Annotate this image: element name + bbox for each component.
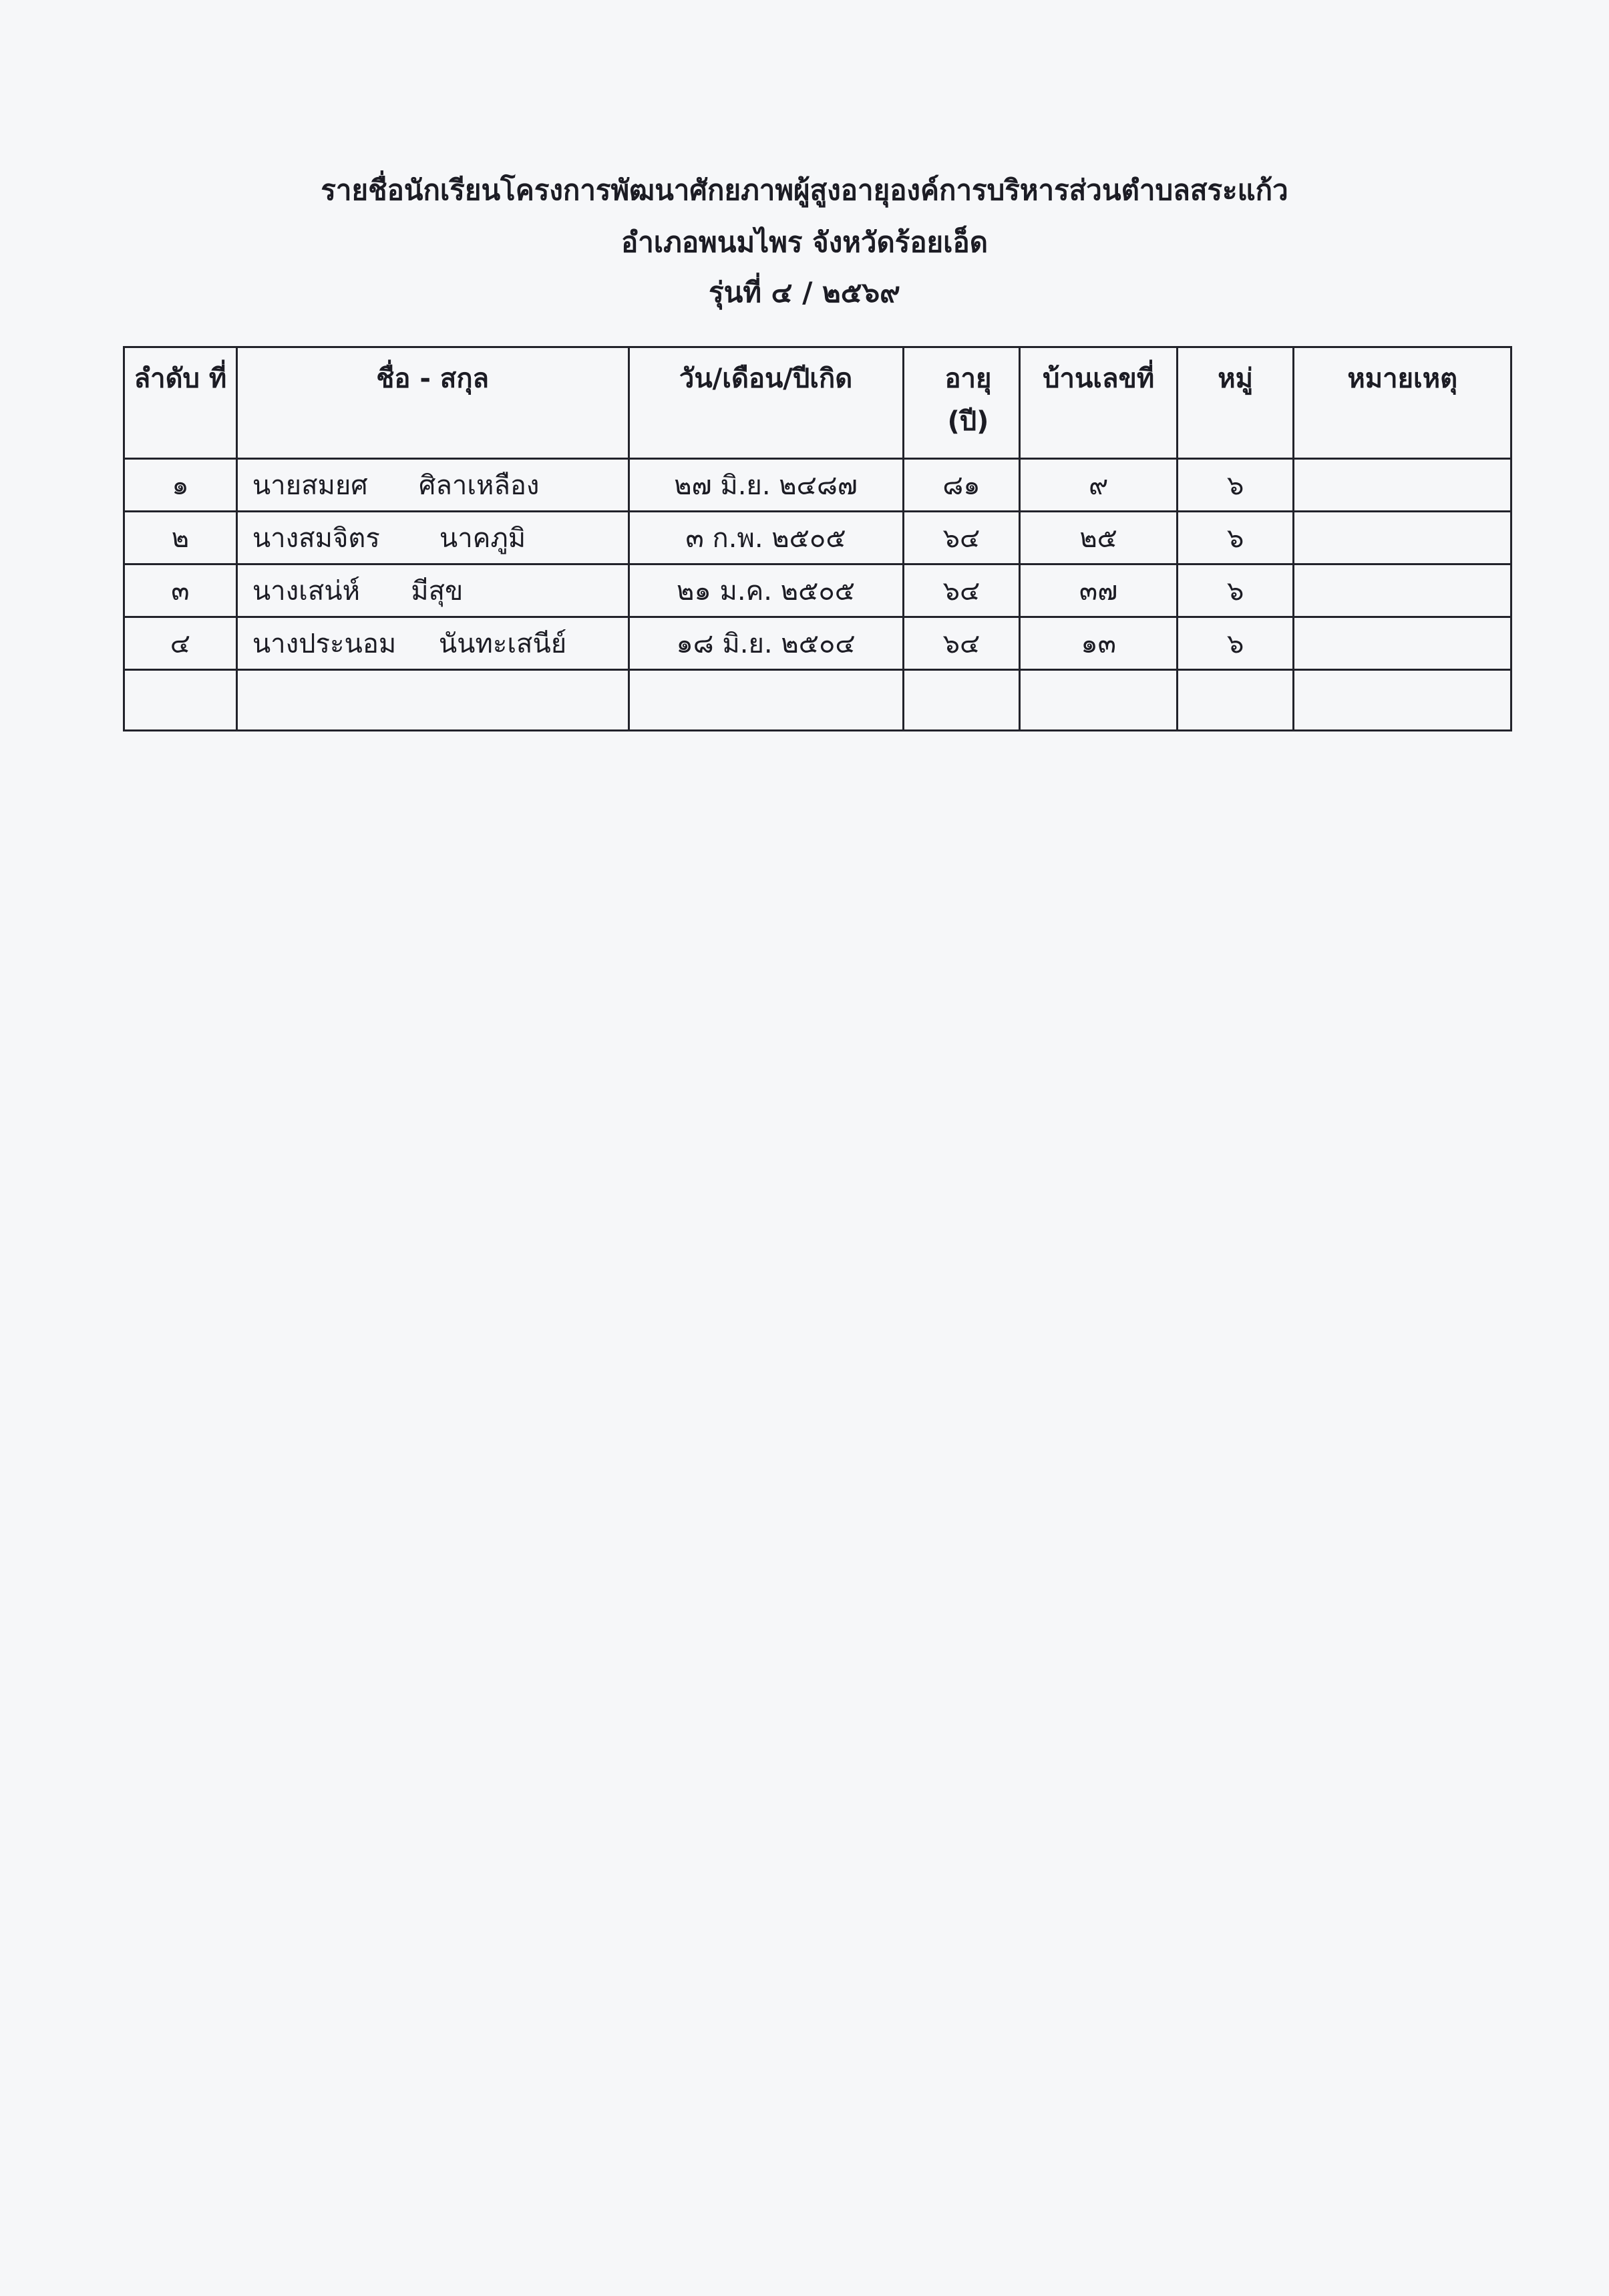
empty-table-row (123, 669, 1512, 731)
cell-note (1292, 510, 1512, 565)
header-house-no: บ้านเลขที่ (1019, 346, 1178, 460)
cell-moo: ๖ (1176, 458, 1295, 512)
empty-cell (1292, 669, 1512, 731)
cell-house: ๓๗ (1019, 563, 1178, 618)
cell-no: ๔ (123, 616, 238, 671)
cell-note (1292, 563, 1512, 618)
table-row: ๒นางสมจิตร นาคภูมิ๓ ก.พ. ๒๕๐๕ ๖๔ ๒๕๖ (123, 510, 1512, 565)
student-table: ลำดับ ที่ ชื่อ - สกุล วัน/เดือน/ปีเกิด อ… (123, 346, 1512, 731)
cell-age: ๖๔ (902, 510, 1021, 565)
header-name: ชื่อ - สกุล (235, 346, 630, 460)
cell-no: ๓ (123, 563, 238, 618)
empty-cell (123, 669, 238, 731)
cell-moo: ๖ (1176, 563, 1295, 618)
cell-name: นายสมยศ ศิลาเหลือง (235, 458, 630, 512)
empty-cell (235, 669, 630, 731)
cell-name: นางเสน่ห์ มีสุข (235, 563, 630, 618)
cell-dob: ๑๘ มิ.ย. ๒๕๐๔ (627, 616, 904, 671)
cell-house: ๒๕ (1019, 510, 1178, 565)
cell-dob: ๓ ก.พ. ๒๕๐๕ (627, 510, 904, 565)
cell-age: ๖๔ (902, 563, 1021, 618)
cell-no: ๑ (123, 458, 238, 512)
cell-moo: ๖ (1176, 616, 1295, 671)
header-note: หมายเหตุ (1292, 346, 1512, 460)
empty-cell (1019, 669, 1178, 731)
document-subtitle-batch: รุ่นที่ ๔ / ๒๕๖๙ (709, 276, 900, 309)
cell-dob: ๒๑ ม.ค. ๒๕๐๕ (627, 563, 904, 618)
cell-note (1292, 458, 1512, 512)
table-header-row: ลำดับ ที่ ชื่อ - สกุล วัน/เดือน/ปีเกิด อ… (123, 346, 1512, 460)
header-dob: วัน/เดือน/ปีเกิด (627, 346, 904, 460)
cell-house: ๑๓ (1019, 616, 1178, 671)
empty-cell (1176, 669, 1295, 731)
cell-house: ๙ (1019, 458, 1178, 512)
header-no: ลำดับ ที่ (123, 346, 238, 460)
table-row: ๓นางเสน่ห์ มีสุข ๒๑ ม.ค. ๒๕๐๕ ๖๔ ๓๗๖ (123, 563, 1512, 618)
cell-no: ๒ (123, 510, 238, 565)
cell-name: นางประนอม นันทะเสนีย์ (235, 616, 630, 671)
table-row: ๑นายสมยศ ศิลาเหลือง ๒๗ มิ.ย. ๒๔๘๗ ๘๑๙๖ (123, 458, 1512, 512)
cell-age: ๘๑ (902, 458, 1021, 512)
cell-name: นางสมจิตร นาคภูมิ (235, 510, 630, 565)
cell-dob: ๒๗ มิ.ย. ๒๔๘๗ (627, 458, 904, 512)
cell-age: ๖๔ (902, 616, 1021, 671)
empty-cell (627, 669, 904, 731)
header-age: อายุ (ปี) (902, 346, 1021, 460)
document-title: รายชื่อนักเรียนโครงการพัฒนาศักยภาพผู้สูง… (321, 174, 1288, 206)
document-subtitle-location: อำเภอพนมไพร จังหวัดร้อยเอ็ด (620, 226, 989, 259)
cell-moo: ๖ (1176, 510, 1295, 565)
header-moo: หมู่ (1176, 346, 1295, 460)
table-row: ๔นางประนอม นันทะเสนีย์ ๑๘ มิ.ย. ๒๕๐๔ ๖๔ ๑๓๖ (123, 616, 1512, 671)
empty-cell (902, 669, 1021, 731)
cell-note (1292, 616, 1512, 671)
